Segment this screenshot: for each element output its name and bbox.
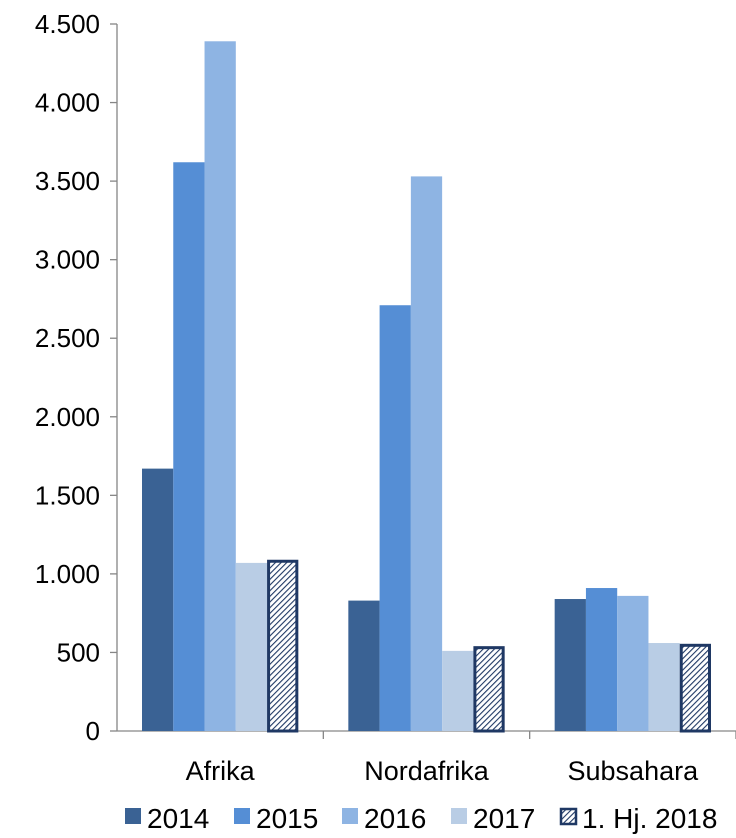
legend-label: 2014 — [147, 803, 209, 834]
bar-2017-subsahara — [648, 643, 680, 731]
bar-2014-subsahara — [554, 599, 586, 731]
legend-label: 2015 — [256, 803, 318, 834]
category-labels: Afrika Nordafrika Subsahara — [186, 756, 699, 786]
y-tick-label: 0 — [86, 716, 100, 746]
y-axis-ticks: 0 500 1.000 1.500 2.000 2.500 3.000 3.500 4.000 4… — [35, 9, 117, 746]
bars — [142, 41, 712, 733]
legend-label: 2016 — [364, 803, 426, 834]
y-tick-label: 2.500 — [35, 323, 100, 353]
y-tick-label: 3.000 — [35, 245, 100, 275]
legend-swatch — [559, 807, 578, 826]
bar-2014-afrika — [142, 468, 174, 731]
y-tick-label: 4.500 — [35, 9, 100, 39]
bar-2015-subsahara — [585, 588, 618, 731]
bar-2015-nordafrika — [379, 305, 411, 731]
category-label: Nordafrika — [364, 756, 490, 786]
bar-2017-afrika — [235, 562, 268, 731]
bar-1-hj-2018-afrika — [267, 559, 299, 733]
bar-2014-nordafrika — [348, 600, 380, 731]
bar-1-hj-2018-nordafrika — [473, 646, 505, 733]
legend-label: 2017 — [473, 803, 535, 834]
category-label: Subsahara — [568, 756, 700, 786]
bar-2016-afrika — [204, 41, 236, 731]
legend: 2014 2015 2016 2017 1. Hj. 2018 — [125, 803, 717, 834]
y-tick-label: 4.000 — [35, 88, 100, 118]
bar-2015-afrika — [173, 162, 205, 731]
bar-1-hj-2018-subsahara — [679, 643, 712, 733]
bar-2016-nordafrika — [410, 176, 443, 732]
y-tick-label: 1.000 — [35, 559, 100, 589]
y-tick-label: 1.500 — [35, 480, 100, 510]
legend-swatch — [234, 808, 250, 824]
legend-label: 1. Hj. 2018 — [582, 803, 717, 834]
bar-2017-nordafrika — [442, 650, 474, 731]
legend-swatch — [451, 808, 467, 824]
y-tick-label: 2.000 — [35, 402, 100, 432]
y-tick-label: 3.500 — [35, 166, 100, 196]
category-label: Afrika — [186, 756, 256, 786]
y-tick-label: 500 — [57, 637, 100, 667]
legend-swatch — [125, 808, 141, 824]
bar-2016-subsahara — [617, 595, 649, 731]
legend-swatch — [342, 808, 358, 824]
